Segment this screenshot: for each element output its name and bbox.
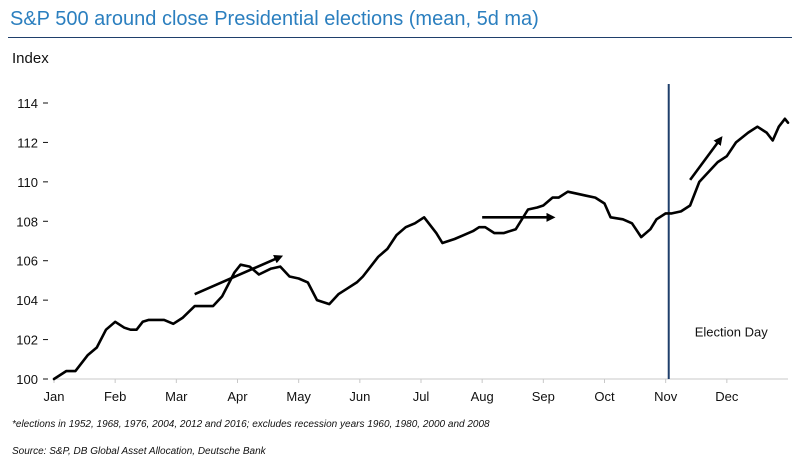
x-tick-label: May — [286, 389, 311, 404]
x-tick-label: Jun — [349, 389, 370, 404]
x-tick-label: Sep — [532, 389, 555, 404]
series-line — [52, 117, 790, 381]
title-divider — [8, 37, 792, 38]
y-tick-label: 112 — [17, 135, 38, 150]
y-tick-label: 114 — [17, 96, 38, 111]
election-day-label: Election Day — [695, 325, 768, 340]
x-tick-label: Oct — [594, 389, 615, 404]
x-tick-label: Jan — [44, 389, 65, 404]
y-tick-label: 110 — [17, 175, 38, 190]
y-tick-label: 104 — [16, 293, 38, 308]
x-tick-label: Dec — [715, 389, 739, 404]
footnote: *elections in 1952, 1968, 1976, 2004, 20… — [12, 419, 490, 430]
y-tick-label: 108 — [16, 214, 38, 229]
trend-arrow — [194, 255, 284, 296]
x-tick-label: Nov — [654, 389, 678, 404]
y-tick-label: 102 — [16, 333, 38, 348]
x-tick-label: Apr — [227, 389, 248, 404]
x-tick-label: Mar — [165, 389, 188, 404]
chart-title: S&P 500 around close Presidential electi… — [10, 8, 539, 30]
x-tick-label: Aug — [471, 389, 494, 404]
y-axis-label: Index — [12, 50, 49, 67]
axes-group: 100 102 104 106 108 110 112 114 Jan Feb Mar Apr May J… — [16, 96, 788, 404]
x-tick-label: Jul — [413, 389, 430, 404]
x-tick-label: Feb — [104, 389, 126, 404]
series-group — [52, 117, 790, 381]
trend-arrow — [689, 136, 723, 181]
annotations-group: Election Day — [194, 84, 768, 379]
y-tick-label: 106 — [16, 254, 38, 269]
source-note: Source: S&P, DB Global Asset Allocation,… — [12, 446, 266, 457]
y-tick-label: 100 — [16, 372, 38, 387]
